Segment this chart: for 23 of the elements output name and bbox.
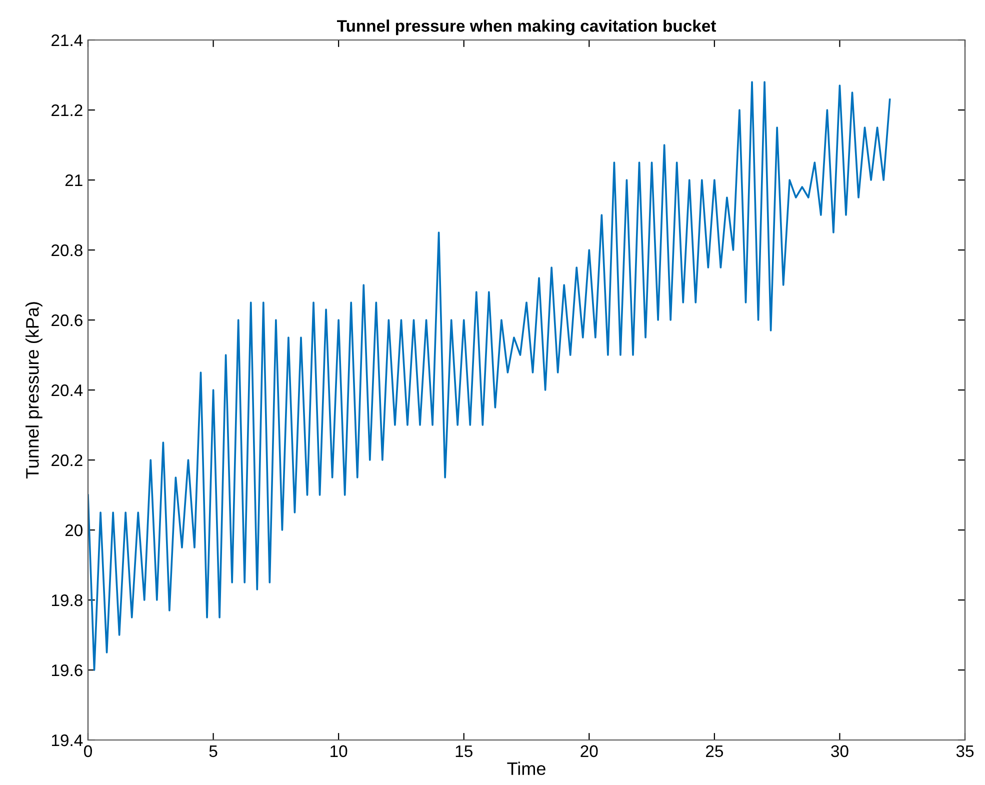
y-tick-label: 19.4 [52, 734, 83, 746]
y-tick-label: 19.8 [52, 594, 82, 606]
x-tick-label: 5 [209, 745, 218, 758]
chart-title: Tunnel pressure when making cavitation bucket [336, 20, 716, 36]
x-tick-label: 10 [330, 745, 348, 758]
x-tick-label: 35 [956, 745, 974, 758]
y-tick-label: 21.4 [52, 34, 83, 46]
x-axis-title: Time [507, 762, 546, 776]
x-tick-label: 20 [580, 745, 598, 758]
y-tick-label: 20.2 [52, 454, 82, 466]
y-tick-label: 20.8 [52, 244, 82, 256]
x-tick-label: 15 [456, 745, 472, 758]
y-tick-label: 20.6 [52, 314, 82, 326]
x-tick-label: 30 [831, 745, 848, 758]
y-tick-label: 21 [65, 174, 82, 186]
y-tick-label: 20 [65, 524, 82, 536]
y-tick-label: 19.6 [52, 664, 82, 676]
x-tick-label: 0 [84, 745, 92, 758]
y-axis-title: Tunnel pressure (kPa) [26, 302, 42, 479]
y-tick-label: 20.4 [52, 384, 83, 396]
x-tick-label: 25 [706, 745, 723, 758]
line-series [88, 81, 891, 671]
y-tick-label: 21.2 [52, 104, 82, 116]
